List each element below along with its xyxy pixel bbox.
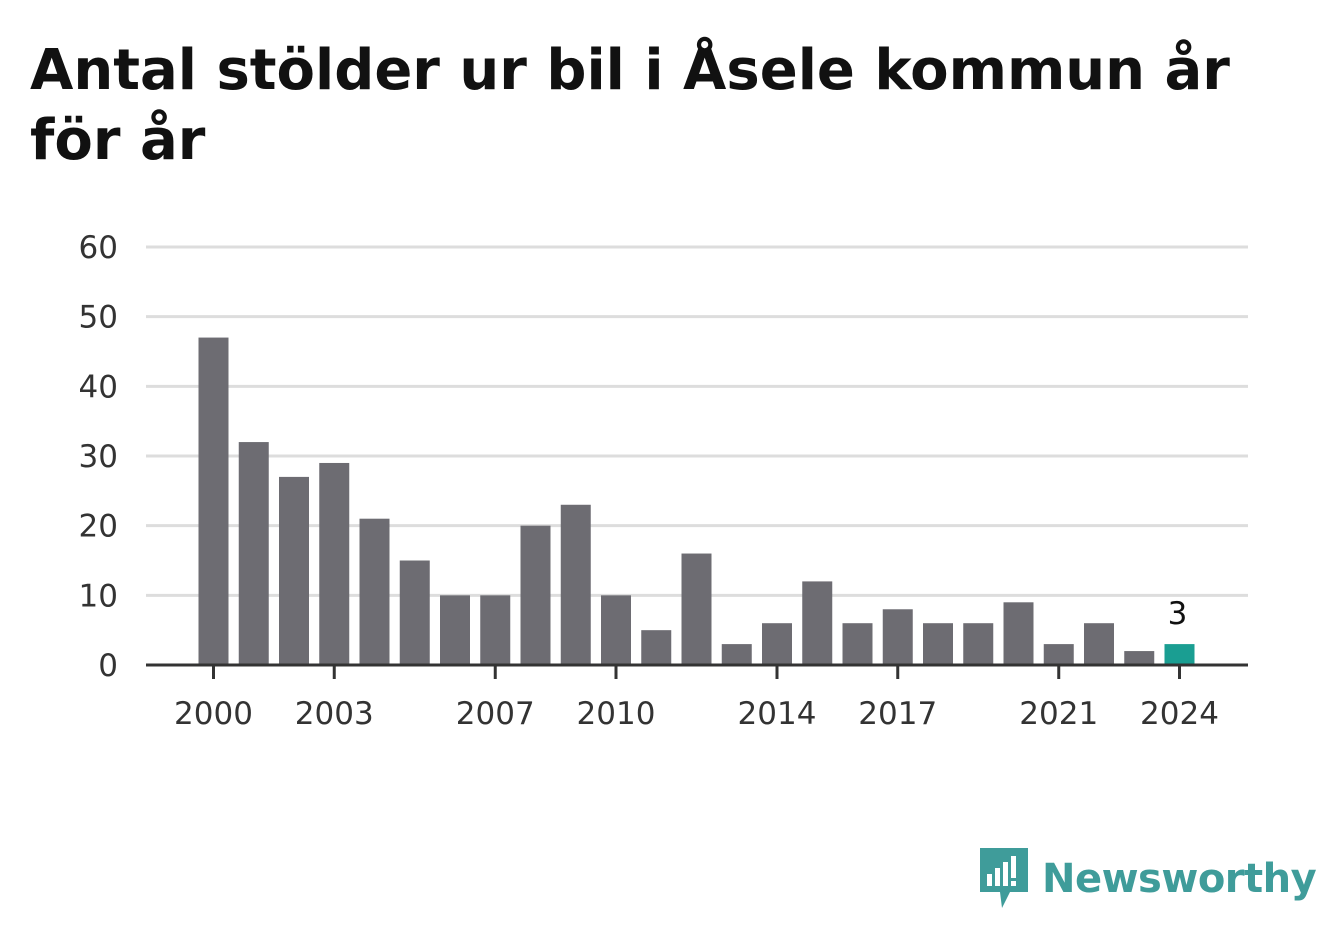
bars xyxy=(198,337,1195,665)
x-tick-label: 2014 xyxy=(738,696,817,732)
x-axis-ticks: 2000 2003 2007 2010 2014 2017 2021 2024 xyxy=(174,665,1219,732)
gridlines xyxy=(146,245,1248,597)
bar-2008 xyxy=(520,525,551,665)
brand-name: Newsworthy xyxy=(1042,856,1317,902)
bar-2006 xyxy=(440,595,470,665)
bar-2012 xyxy=(681,553,712,665)
bar-2001 xyxy=(238,442,269,665)
x-tick-label: 2007 xyxy=(456,696,535,732)
bar-2003 xyxy=(319,462,350,665)
y-tick-label: 30 xyxy=(79,439,118,475)
bar-2016 xyxy=(842,623,873,665)
chart-title: Antal stölder ur bil i Åsele kommun år f… xyxy=(30,38,1230,173)
bar-2023 xyxy=(1124,651,1155,665)
bar-2000 xyxy=(198,337,229,665)
x-tick-label: 2017 xyxy=(858,696,937,732)
bar-2022 xyxy=(1084,623,1114,665)
bar-2015 xyxy=(802,581,833,665)
bar-2019 xyxy=(963,623,994,665)
x-tick-label: 2000 xyxy=(174,696,253,732)
bar-2014 xyxy=(762,623,792,665)
data-labels: 3 xyxy=(1168,596,1188,632)
data-label-2024: 3 xyxy=(1168,596,1188,632)
bar-2004 xyxy=(359,518,390,665)
y-tick-label: 60 xyxy=(79,230,118,266)
y-tick-label: 0 xyxy=(98,648,118,684)
newsworthy-logo-icon xyxy=(980,848,1028,908)
y-tick-label: 10 xyxy=(79,578,118,614)
bar-2020 xyxy=(1003,602,1034,665)
bar-2005 xyxy=(399,560,430,665)
bar-2010 xyxy=(601,595,631,665)
bar-2007 xyxy=(480,595,511,665)
x-tick-label: 2024 xyxy=(1140,696,1219,732)
bar-2017 xyxy=(882,609,913,665)
bar-2002 xyxy=(279,476,309,665)
y-tick-label: 50 xyxy=(79,300,118,336)
y-tick-label: 40 xyxy=(79,369,118,405)
bar-2011 xyxy=(641,630,672,665)
bar-2021 xyxy=(1043,644,1074,665)
x-tick-label: 2003 xyxy=(295,696,374,732)
bar-2024 xyxy=(1164,644,1195,665)
x-tick-label: 2021 xyxy=(1019,696,1098,732)
y-axis-ticks: 0 10 20 30 40 50 60 xyxy=(79,230,118,684)
newsworthy-brand: Newsworthy xyxy=(980,848,1317,910)
bar-2013 xyxy=(721,644,752,665)
y-tick-label: 20 xyxy=(79,509,118,545)
x-tick-label: 2010 xyxy=(577,696,656,732)
bar-2018 xyxy=(923,623,953,665)
bar-2009 xyxy=(560,504,591,665)
